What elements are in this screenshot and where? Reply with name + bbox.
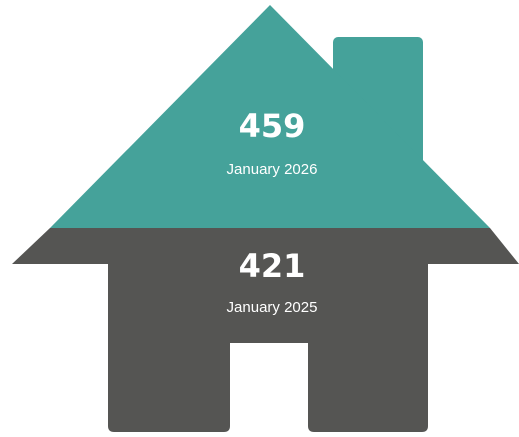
label: January 2025 [227,299,318,316]
roof-shape [50,5,490,228]
house-body [12,228,519,432]
walls [108,262,428,432]
eaves [12,228,519,264]
roof [50,5,490,228]
label: January 2026 [227,161,318,178]
value: 459 [239,107,306,145]
value: 421 [239,247,306,285]
